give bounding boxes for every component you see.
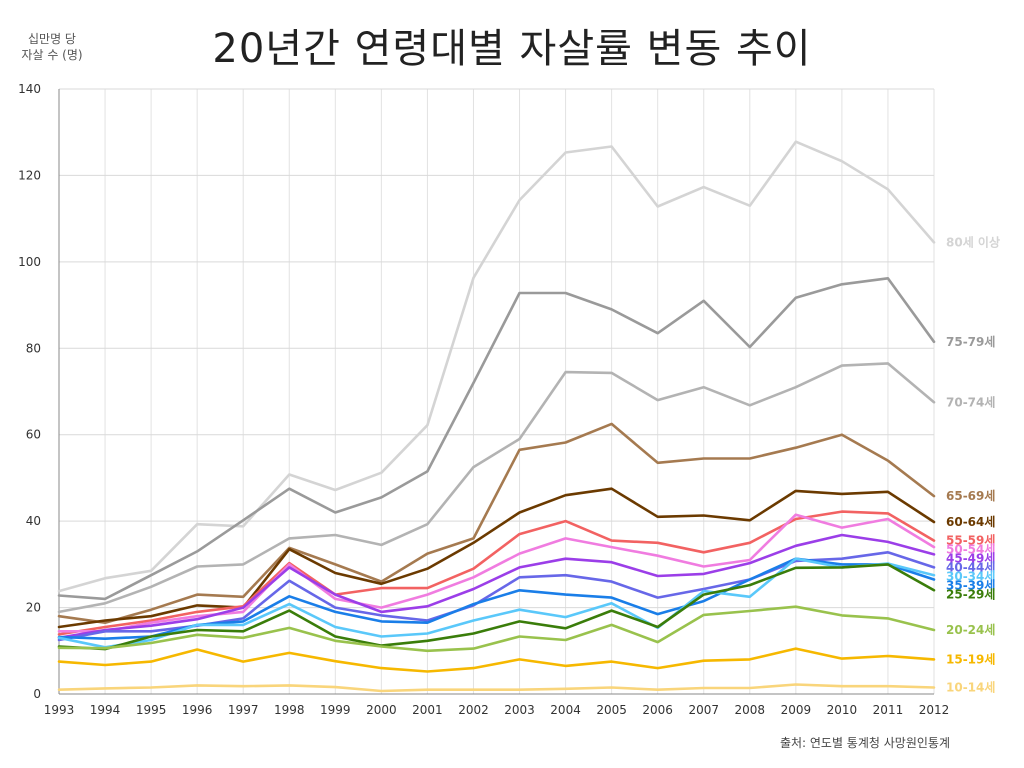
x-tick-label: 2003 xyxy=(504,703,535,717)
x-tick-label: 1997 xyxy=(228,703,259,717)
series-line-25-29세 xyxy=(57,563,936,651)
x-tick-label: 1998 xyxy=(274,703,305,717)
x-tick-label: 2006 xyxy=(642,703,673,717)
x-tick-label: 2012 xyxy=(919,703,950,717)
tick-labels: 0 20 40 60 80 100 120 140 1993 1994 1995 1996 1997 19… xyxy=(18,82,949,717)
y-tick-label: 80 xyxy=(26,341,41,355)
y-axis-unit-label-2: 자살 수 (명) xyxy=(21,48,83,62)
x-tick-label: 1995 xyxy=(136,703,167,717)
y-tick-label: 120 xyxy=(18,168,41,182)
y-tick-label: 40 xyxy=(26,514,41,528)
series-label: 70-74세 xyxy=(946,394,995,409)
x-tick-label: 1994 xyxy=(90,703,121,717)
x-tick-label: 2001 xyxy=(412,703,443,717)
series-lines xyxy=(57,140,936,693)
series-label: 15-19세 xyxy=(946,651,995,666)
x-tick-label: 2005 xyxy=(596,703,627,717)
series-line-45-49세 xyxy=(57,533,936,640)
series-label: 80세 이상 xyxy=(946,234,1000,249)
series-label: 75-79세 xyxy=(946,334,995,349)
series-label: 10-14세 xyxy=(946,680,995,695)
series-label: 60-64세 xyxy=(946,514,995,529)
source-note: 출처: 연도별 통계청 사망원인통계 xyxy=(779,736,950,750)
chart-title: 20년간 연령대별 자살률 변동 추이 xyxy=(212,26,812,72)
series-label: 35-39세 xyxy=(946,578,995,593)
series-label: 50-54세 xyxy=(946,542,995,557)
y-tick-label: 140 xyxy=(18,82,41,96)
series-line-70-74세 xyxy=(57,362,936,614)
x-tick-label: 1999 xyxy=(320,703,351,717)
x-tick-label: 1993 xyxy=(44,703,75,717)
series-line-15-19세 xyxy=(57,647,936,673)
y-tick-label: 60 xyxy=(26,428,41,442)
series-label: 30-34세 xyxy=(946,569,995,584)
gridlines xyxy=(58,88,935,695)
series-label: 20-24세 xyxy=(946,622,995,637)
x-tick-label: 2011 xyxy=(873,703,904,717)
y-axis-unit-label: 십만명 당 xyxy=(28,32,76,46)
y-tick-label: 20 xyxy=(26,601,41,615)
series-line-20-24세 xyxy=(57,605,936,653)
axes xyxy=(58,89,934,695)
y-tick-label: 100 xyxy=(18,255,41,269)
x-tick-label: 1996 xyxy=(182,703,213,717)
series-label: 55-59세 xyxy=(946,533,995,548)
x-tick-label: 2007 xyxy=(688,703,719,717)
series-line-30-34세 xyxy=(57,557,936,649)
series-line-65-69세 xyxy=(57,422,936,625)
series-line-75-79세 xyxy=(57,276,936,601)
series-labels: 80세 이상 75-79세 70-74세 65-69세 60-64세 55-59세50-5… xyxy=(946,234,1000,694)
series-label: 45-49세 xyxy=(946,551,995,566)
y-tick-label: 0 xyxy=(33,687,41,701)
x-tick-label: 2009 xyxy=(781,703,812,717)
series-label: 40-44세 xyxy=(946,560,995,575)
x-tick-label: 2004 xyxy=(550,703,581,717)
x-tick-label: 2002 xyxy=(458,703,489,717)
x-tick-label: 2000 xyxy=(366,703,397,717)
x-tick-label: 2008 xyxy=(735,703,766,717)
series-line-80세 이상 xyxy=(57,140,936,593)
series-label: 25-29세 xyxy=(946,587,995,602)
x-tick-label: 2010 xyxy=(827,703,858,717)
series-label: 65-69세 xyxy=(946,488,995,503)
series-line-10-14세 xyxy=(57,683,936,693)
series-line-50-54세 xyxy=(57,513,936,633)
series-line-60-64세 xyxy=(57,487,936,629)
